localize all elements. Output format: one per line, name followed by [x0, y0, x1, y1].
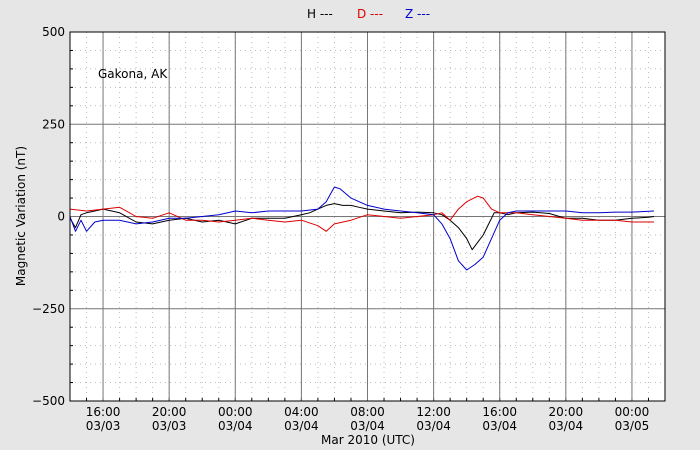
plot-frame [69, 31, 666, 402]
x-tick-time: 20:00 [549, 405, 584, 419]
legend: H --- D --- Z --- [307, 7, 430, 21]
legend-h: H --- [307, 7, 333, 21]
x-axis: 16:0003/0320:0003/0300:0003/0404:0003/04… [86, 405, 649, 433]
x-tick-date: 03/04 [284, 419, 319, 433]
x-tick-time: 00:00 [615, 405, 650, 419]
x-tick-date: 03/04 [416, 419, 451, 433]
x-tick-time: 04:00 [284, 405, 319, 419]
x-tick-date: 03/04 [218, 419, 253, 433]
x-tick-date: 03/04 [482, 419, 517, 433]
y-axis-label: Magnetic Variation (nT) [14, 146, 28, 286]
x-tick-time: 12:00 [416, 405, 451, 419]
x-tick-date: 03/03 [86, 419, 121, 433]
series-layer [69, 186, 655, 271]
station-annotation: Gakona, AK [98, 67, 168, 81]
y-tick-label: −500 [32, 394, 65, 408]
series-line-d [69, 195, 654, 232]
x-tick-date: 03/03 [152, 419, 187, 433]
x-tick-time: 16:00 [86, 405, 121, 419]
x-tick-time: 20:00 [152, 405, 187, 419]
x-tick-date: 03/04 [350, 419, 385, 433]
y-tick-label: 0 [57, 210, 65, 224]
series-line-z [69, 186, 655, 271]
x-tick-time: 16:00 [482, 405, 517, 419]
x-tick-date: 03/04 [549, 419, 584, 433]
legend-d: D --- [357, 7, 383, 21]
legend-z: Z --- [405, 7, 430, 21]
major-grid [70, 32, 665, 401]
y-tick-label: 500 [42, 25, 65, 39]
y-axis: 500 250 0 −250 −500 [32, 25, 65, 408]
y-tick-label: 250 [42, 117, 65, 131]
x-axis-label: Mar 2010 (UTC) [321, 433, 415, 447]
y-tick-label: −250 [32, 302, 65, 316]
x-tick-time: 08:00 [350, 405, 385, 419]
series-line-h [69, 203, 655, 251]
x-tick-time: 00:00 [218, 405, 253, 419]
x-tick-date: 03/05 [615, 419, 650, 433]
